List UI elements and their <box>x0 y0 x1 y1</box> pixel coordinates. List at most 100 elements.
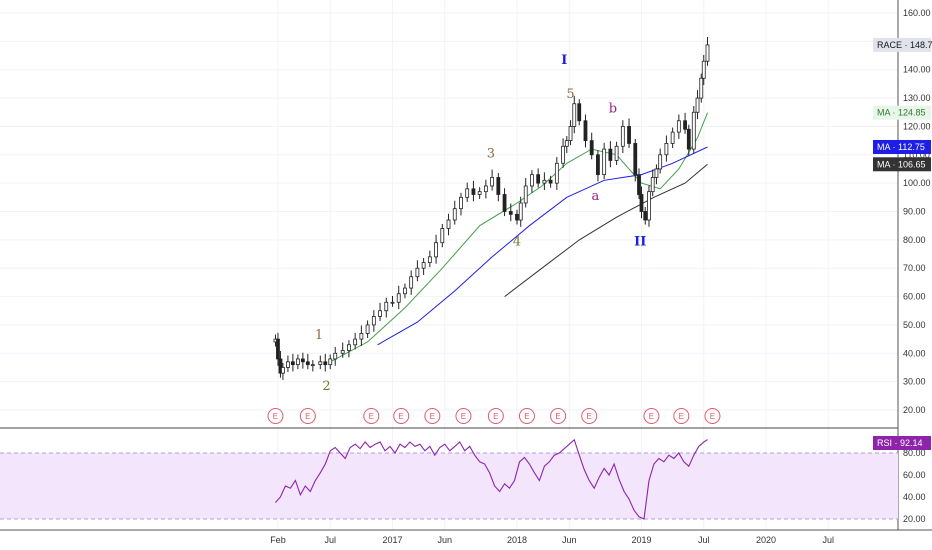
candle-body <box>620 126 625 147</box>
candle-body <box>318 361 323 366</box>
price-tick-label: 30.00 <box>903 377 926 387</box>
candle-body <box>421 262 426 269</box>
price-tick-label: 90.00 <box>903 207 926 217</box>
candle-body <box>409 276 414 289</box>
rsi-axis[interactable]: 80.00 60.00 40.00 20.00 <box>903 448 926 524</box>
candle-body <box>554 162 559 184</box>
candle-body <box>465 188 470 198</box>
candle-body <box>536 174 541 184</box>
candle-body <box>508 211 513 215</box>
price-tick-label: 110.00 <box>903 150 930 160</box>
earnings-marker[interactable]: E <box>424 408 441 424</box>
candle-body <box>650 177 655 193</box>
candle-body <box>633 143 638 176</box>
earnings-marker[interactable]: E <box>487 408 504 424</box>
candle-body <box>561 145 565 164</box>
earnings-label: E <box>369 412 374 421</box>
earnings-circle <box>518 408 535 424</box>
ma-tag-1: MA · 124.85 <box>873 105 931 120</box>
earnings-marker[interactable]: E <box>581 408 598 424</box>
wave-label-8: b <box>609 101 617 116</box>
last-price-tag-label: RACE · 148.75 <box>877 40 932 50</box>
price-tick-label: 80.00 <box>903 235 926 245</box>
earnings-marker[interactable]: E <box>673 408 690 424</box>
rsi-tag: RSI · 92.14 <box>873 436 931 450</box>
rsi-band <box>0 453 898 519</box>
candle-body <box>568 126 573 142</box>
rsi-tick-label: 60.00 <box>903 470 926 480</box>
ma-line-1 <box>330 112 708 363</box>
wave-label-2: 2 <box>322 379 330 394</box>
price-tick-label: 60.00 <box>903 292 926 302</box>
candle-body <box>323 361 328 366</box>
earnings-marker[interactable]: E <box>393 408 410 424</box>
earnings-circle <box>267 408 284 424</box>
earnings-label: E <box>555 412 560 421</box>
candle-body <box>281 367 285 374</box>
candle-body <box>390 301 395 304</box>
earnings-marker[interactable]: E <box>643 408 660 424</box>
earnings-marker[interactable]: E <box>455 408 472 424</box>
earnings-marker[interactable]: E <box>299 408 316 424</box>
candle-body <box>452 208 457 221</box>
candle-body <box>359 333 364 340</box>
candle-body <box>300 358 305 363</box>
earnings-marker[interactable]: E <box>704 408 721 424</box>
ma-tag-3-label: MA · 106.65 <box>877 159 926 169</box>
candle-body <box>415 267 420 278</box>
candle-body <box>699 77 704 99</box>
candle-body <box>490 177 495 187</box>
candle-body <box>548 179 553 184</box>
candle-body <box>305 361 310 366</box>
candle-body <box>658 154 663 170</box>
earnings-marker[interactable]: E <box>518 408 535 424</box>
candle-body <box>446 219 451 229</box>
ma-tag-2-bg <box>873 139 931 154</box>
time-tick-label: Feb <box>270 535 286 545</box>
candle-body <box>310 364 315 367</box>
earnings-circle <box>455 408 472 424</box>
time-tick-label: 2017 <box>382 535 402 545</box>
candles <box>273 36 710 380</box>
time-tick-label: Jul <box>698 535 710 545</box>
price-tick-label: 160.00 <box>903 8 931 18</box>
earnings-label: E <box>649 412 654 421</box>
earnings-circle <box>581 408 598 424</box>
candle-body <box>695 97 700 113</box>
earnings-label: E <box>399 412 404 421</box>
candle-body <box>371 316 376 326</box>
candle-body <box>340 350 345 354</box>
earnings-circle <box>363 408 380 424</box>
last-price-tag-bg <box>873 37 931 52</box>
candle-body <box>365 324 370 334</box>
price-axis[interactable]: 160.00150.00140.00130.00120.00110.00100.… <box>903 8 931 415</box>
candle-body <box>577 103 582 122</box>
candle-body <box>670 131 675 144</box>
candle-body <box>647 191 651 221</box>
candle-body <box>276 338 280 360</box>
price-tick-label: 100.00 <box>903 178 931 188</box>
candle-body <box>676 120 681 133</box>
earnings-marker[interactable]: E <box>267 408 284 424</box>
rsi-tick-label: 40.00 <box>903 492 926 502</box>
price-tick-label: 50.00 <box>903 320 926 330</box>
earnings-circle <box>704 408 721 424</box>
earnings-label: E <box>461 412 466 421</box>
earnings-marker[interactable]: E <box>363 408 380 424</box>
candle-body <box>589 140 594 156</box>
candle-body <box>542 179 547 184</box>
rsi-panel <box>0 438 898 520</box>
candle-body <box>683 120 687 130</box>
earnings-circle <box>393 408 410 424</box>
time-axis[interactable]: Feb Jul 2017 Jun 2018 Jun 2019 Jul 2020 Jul <box>270 535 834 545</box>
wave-labels: 1 2 3 4 5 Ia b II <box>315 53 646 394</box>
candle-body <box>278 358 283 374</box>
candle-body <box>496 177 501 195</box>
candle-body <box>403 287 407 295</box>
earnings-label: E <box>524 412 529 421</box>
earnings-circle <box>550 408 567 424</box>
last-price-tag: RACE · 148.75 <box>873 37 932 52</box>
earnings-marker[interactable]: E <box>550 408 567 424</box>
candle-body <box>440 228 445 244</box>
